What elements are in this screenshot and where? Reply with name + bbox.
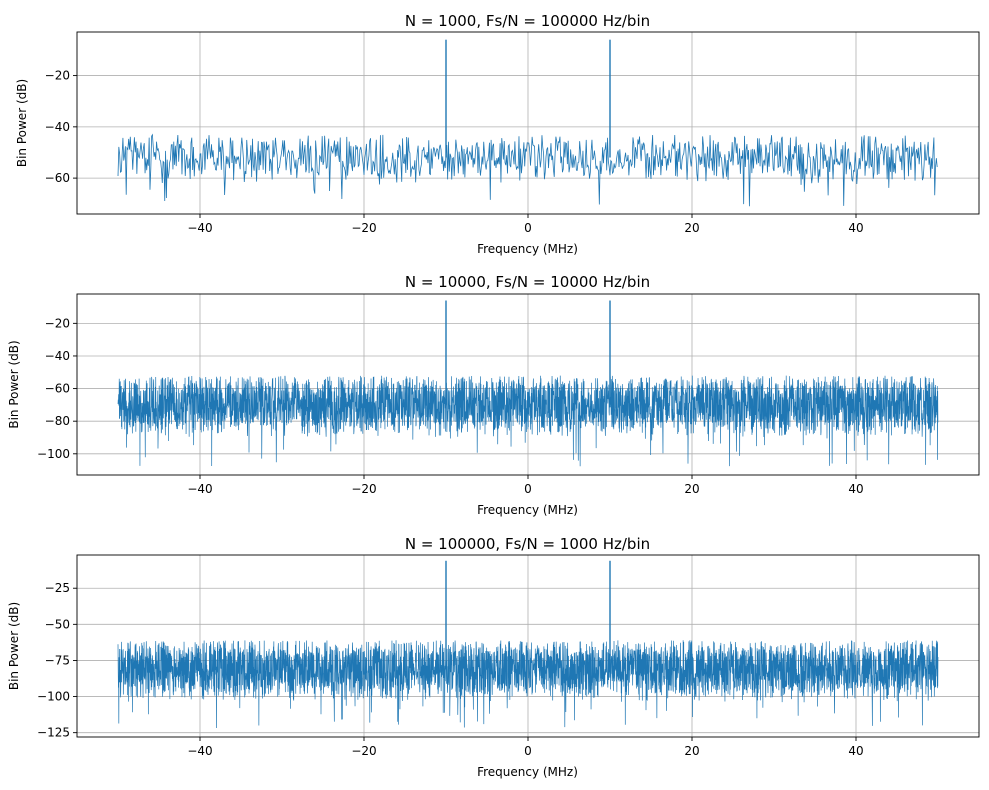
x-tick-label: 20 — [684, 744, 699, 758]
x-tick-label: −40 — [187, 482, 212, 496]
y-tick-label: −80 — [45, 414, 70, 428]
y-tick-label: −40 — [45, 120, 70, 134]
y-tick-label: −60 — [45, 382, 70, 396]
x-tick-label: 0 — [524, 744, 532, 758]
chart-title: N = 10000, Fs/N = 10000 Hz/bin — [405, 273, 650, 291]
chart-title: N = 100000, Fs/N = 1000 Hz/bin — [405, 535, 650, 553]
x-tick-label: −40 — [187, 744, 212, 758]
y-tick-label: −100 — [37, 447, 70, 461]
x-tick-label: −20 — [351, 221, 376, 235]
y-tick-label: −75 — [45, 653, 70, 667]
x-tick-label: −20 — [351, 482, 376, 496]
spectrum-line — [117, 133, 938, 207]
subplot-2: −40 −20 0 20 40 −20 −40 −60 −80 −100 N = 10000, Fs… — [7, 273, 980, 517]
y-tick-label: −125 — [37, 726, 70, 740]
x-tick-label: −40 — [187, 221, 212, 235]
x-tick-label: 40 — [848, 221, 863, 235]
y-tick-label: −25 — [45, 581, 70, 595]
y-tick-label: −60 — [45, 171, 70, 185]
y-tick-label: −50 — [45, 617, 70, 631]
subplot-3: −40 −20 0 20 40 −25 −50 −75 −100 −125 N = 100000, … — [7, 535, 980, 779]
x-axis-label: Frequency (MHz) — [477, 503, 578, 517]
x-tick-label: 40 — [848, 744, 863, 758]
x-tick-label: −20 — [351, 744, 376, 758]
spectrum-line — [117, 375, 939, 467]
y-axis-label: Bin Power (dB) — [7, 602, 21, 690]
y-tick-label: −20 — [45, 69, 70, 83]
y-tick-label: −20 — [45, 316, 70, 330]
x-tick-label: 0 — [524, 221, 532, 235]
x-tick-label: 20 — [684, 221, 699, 235]
spectrum-line — [117, 640, 939, 729]
x-tick-label: 40 — [848, 482, 863, 496]
y-axis-label: Bin Power (dB) — [15, 79, 29, 167]
x-tick-label: 0 — [524, 482, 532, 496]
subplot-1: −40 −20 0 20 40 −20 −40 −60 N = 1000, Fs/N = 100… — [15, 12, 980, 256]
y-axis-label: Bin Power (dB) — [7, 340, 21, 428]
chart-title: N = 1000, Fs/N = 100000 Hz/bin — [405, 12, 650, 30]
x-axis-label: Frequency (MHz) — [477, 242, 578, 256]
x-tick-label: 20 — [684, 482, 699, 496]
y-tick-label: −100 — [37, 690, 70, 704]
x-axis-label: Frequency (MHz) — [477, 765, 578, 779]
y-tick-label: −40 — [45, 349, 70, 363]
